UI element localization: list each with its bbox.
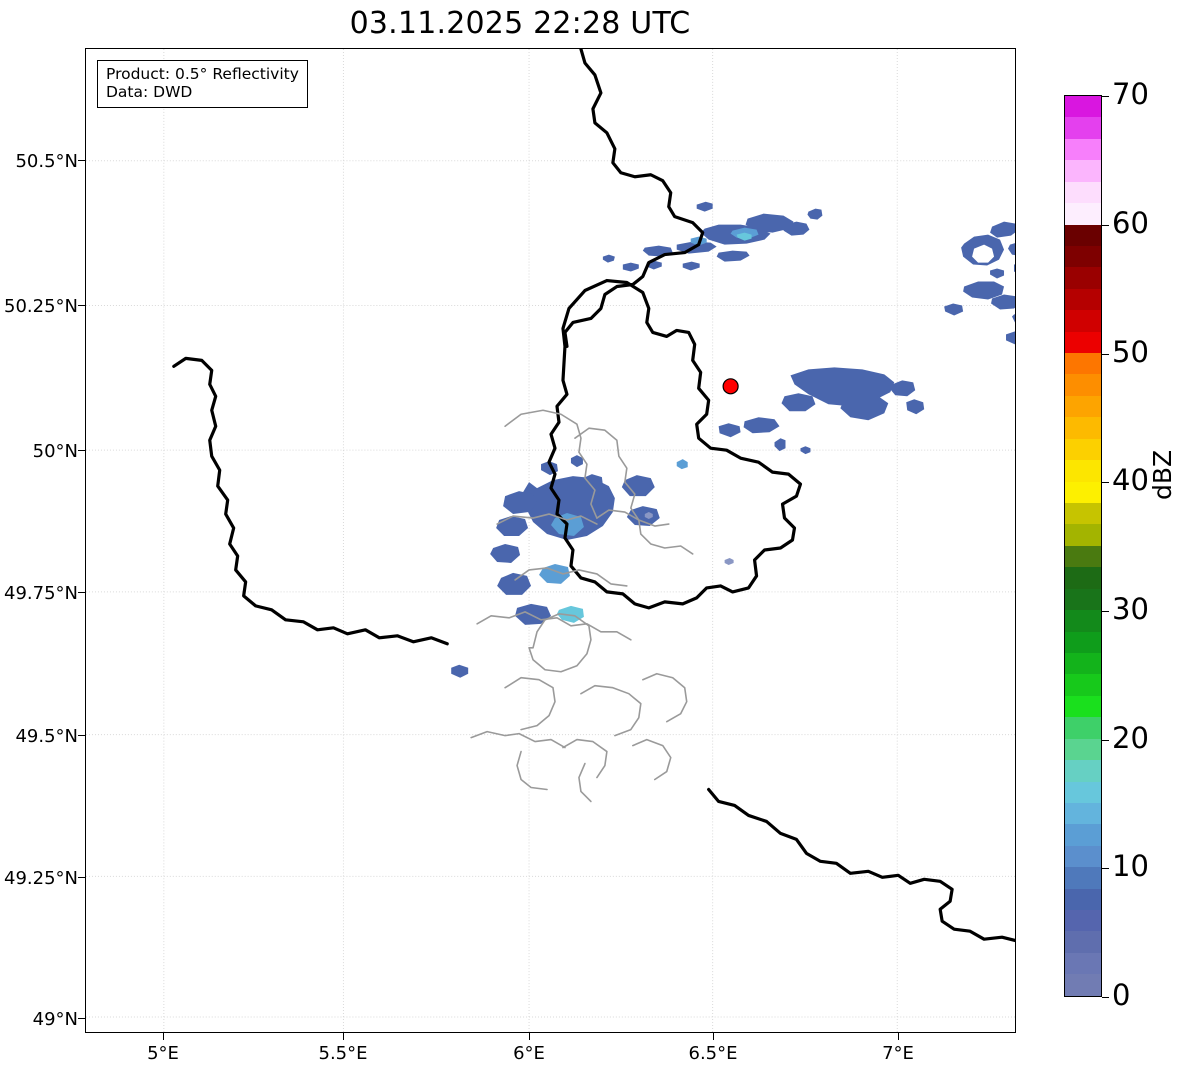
ytick-mark-50-5 — [78, 160, 85, 161]
xtick-label-6-5: 6.5°E — [688, 1043, 738, 1064]
cbtick-label-10: 10 — [1112, 849, 1149, 883]
map-plot-area[interactable]: Product: 0.5° Reflectivity Data: DWD — [85, 48, 1016, 1033]
cbtick-label-0: 0 — [1112, 978, 1131, 1012]
xtick-label-5-5: 5.5°E — [318, 1043, 368, 1064]
xtick-mark-6 — [529, 1033, 530, 1040]
xtick-mark-6-5 — [713, 1033, 714, 1040]
grid-lines-horizontal — [86, 160, 1015, 1018]
colorbar-band-23 — [1065, 588, 1101, 611]
map-canvas — [86, 49, 1015, 1032]
cbtick-mark-70 — [1102, 96, 1109, 97]
cbtick-mark-30 — [1102, 611, 1109, 612]
cbtick-label-70: 70 — [1112, 77, 1149, 111]
ytick-label-49-75: 49.75°N — [4, 583, 78, 604]
ytick-mark-50 — [78, 450, 85, 451]
ytick-label-50-5: 50.5°N — [15, 151, 78, 172]
ytick-label-49-5: 49.5°N — [15, 726, 78, 747]
ytick-mark-49-5 — [78, 735, 85, 736]
radar-site-marker[interactable] — [722, 378, 739, 395]
ytick-label-49: 49°N — [32, 1009, 78, 1030]
cbtick-mark-10 — [1102, 868, 1109, 869]
colorbar-band-36 — [1065, 867, 1101, 889]
colorbar-band-1 — [1065, 117, 1101, 139]
cbtick-mark-0 — [1102, 997, 1109, 998]
colorbar-band-0 — [1065, 96, 1101, 118]
colorbar[interactable] — [1064, 95, 1102, 997]
legend-box: Product: 0.5° Reflectivity Data: DWD — [97, 60, 308, 108]
colorbar-band-33 — [1065, 802, 1101, 825]
colorbar-band-30 — [1065, 738, 1101, 761]
colorbar-band-19 — [1065, 503, 1101, 525]
colorbar-band-15 — [1065, 417, 1101, 439]
xtick-label-7: 7°E — [882, 1043, 914, 1064]
cbtick-mark-40 — [1102, 482, 1109, 483]
cbtick-mark-50 — [1102, 354, 1109, 355]
colorbar-band-6 — [1065, 224, 1101, 246]
colorbar-band-16 — [1065, 438, 1101, 461]
cbtick-label-40: 40 — [1112, 463, 1149, 497]
colorbar-band-13 — [1065, 374, 1101, 396]
colorbar-band-34 — [1065, 824, 1101, 846]
colorbar-band-37 — [1065, 888, 1101, 911]
country-borders — [172, 49, 1015, 943]
colorbar-band-4 — [1065, 181, 1101, 204]
ytick-mark-50-25 — [78, 305, 85, 306]
colorbar-band-17 — [1065, 460, 1101, 482]
colorbar-band-10 — [1065, 310, 1101, 332]
cbtick-label-30: 30 — [1112, 592, 1149, 626]
radar-echo-layer — [451, 201, 1015, 678]
ytick-mark-49 — [78, 1018, 85, 1019]
xtick-mark-7 — [898, 1033, 899, 1040]
ytick-mark-49-75 — [78, 592, 85, 593]
cbtick-label-50: 50 — [1112, 335, 1149, 369]
legend-data-line: Data: DWD — [106, 83, 193, 102]
ytick-label-50-25: 50.25°N — [4, 296, 78, 317]
ytick-mark-49-25 — [78, 877, 85, 878]
ytick-label-50: 50°N — [32, 441, 78, 462]
colorbar-band-38 — [1065, 910, 1101, 932]
colorbar-band-20 — [1065, 524, 1101, 546]
colorbar-band-12 — [1065, 353, 1101, 375]
colorbar-band-31 — [1065, 760, 1101, 782]
colorbar-band-39 — [1065, 931, 1101, 953]
colorbar-band-41 — [1065, 974, 1101, 996]
colorbar-band-29 — [1065, 717, 1101, 739]
colorbar-band-26 — [1065, 652, 1101, 675]
cbtick-mark-20 — [1102, 740, 1109, 741]
cbtick-mark-60 — [1102, 225, 1109, 226]
colorbar-band-18 — [1065, 481, 1101, 504]
colorbar-band-5 — [1065, 203, 1101, 225]
colorbar-axis-label: dBZ — [1148, 449, 1177, 500]
ytick-label-49-25: 49.25°N — [4, 868, 78, 889]
colorbar-band-32 — [1065, 781, 1101, 803]
colorbar-band-14 — [1065, 395, 1101, 418]
page-title: 03.11.2025 22:28 UTC — [349, 6, 691, 41]
colorbar-band-27 — [1065, 674, 1101, 696]
colorbar-band-2 — [1065, 138, 1101, 161]
xtick-mark-5-5 — [343, 1033, 344, 1040]
colorbar-band-21 — [1065, 545, 1101, 568]
cbtick-label-20: 20 — [1112, 721, 1149, 755]
colorbar-band-35 — [1065, 845, 1101, 868]
colorbar-band-3 — [1065, 160, 1101, 182]
colorbar-band-25 — [1065, 631, 1101, 653]
xtick-label-6: 6°E — [513, 1043, 545, 1064]
colorbar-band-9 — [1065, 288, 1101, 311]
grid-lines-vertical — [163, 49, 898, 1032]
colorbar-band-8 — [1065, 267, 1101, 289]
legend-product-line: Product: 0.5° Reflectivity — [106, 65, 299, 83]
xtick-label-5: 5°E — [147, 1043, 179, 1064]
colorbar-band-7 — [1065, 245, 1101, 268]
colorbar-band-11 — [1065, 331, 1101, 354]
xtick-mark-5 — [163, 1033, 164, 1040]
cbtick-label-60: 60 — [1112, 206, 1149, 240]
colorbar-band-22 — [1065, 567, 1101, 589]
colorbar-band-28 — [1065, 695, 1101, 718]
colorbar-band-24 — [1065, 610, 1101, 632]
colorbar-band-40 — [1065, 952, 1101, 975]
canton-borders — [470, 409, 694, 803]
